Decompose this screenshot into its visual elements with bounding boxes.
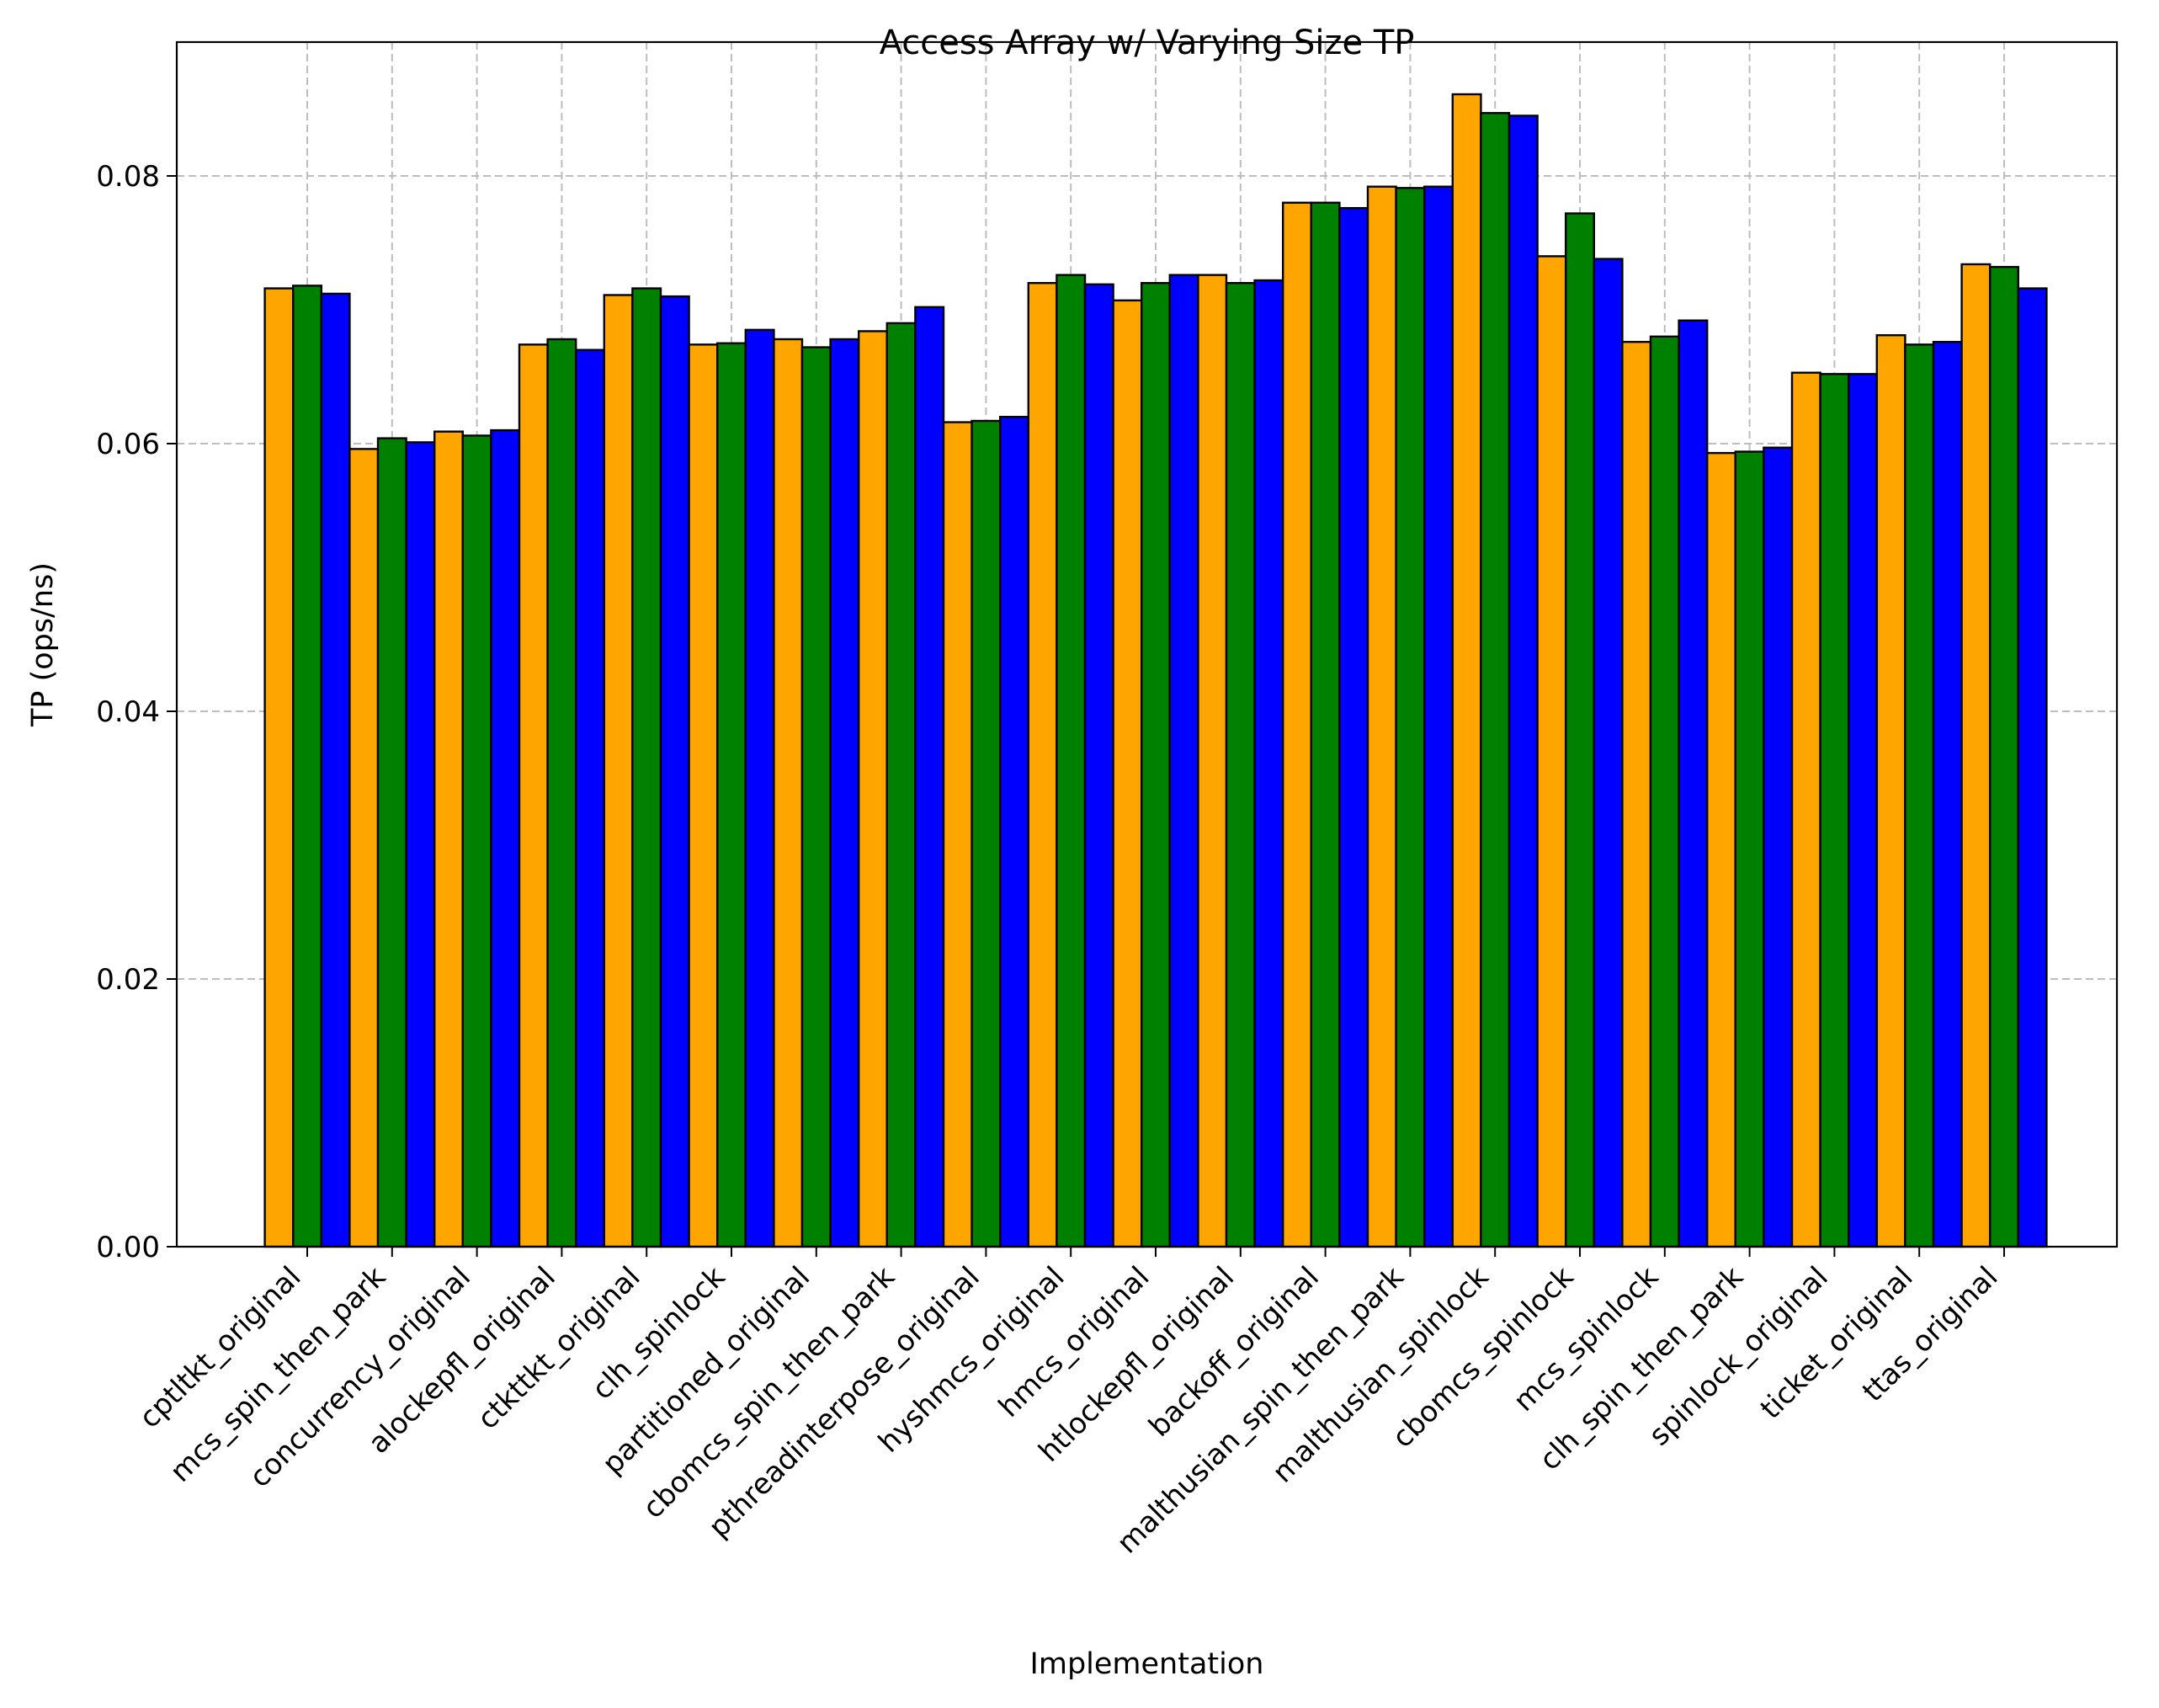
bar <box>348 448 380 1248</box>
bar <box>631 287 662 1248</box>
bar <box>1395 187 1426 1248</box>
bar <box>942 421 973 1248</box>
bar <box>1875 334 1906 1248</box>
bar <box>1763 446 1794 1248</box>
bar <box>970 419 1002 1248</box>
bar <box>914 306 945 1248</box>
y-tick-label: 0.08 <box>96 160 160 194</box>
bar <box>292 285 323 1248</box>
bar <box>263 287 295 1248</box>
bar <box>1056 274 1087 1248</box>
bar <box>1310 201 1341 1248</box>
bar <box>1197 274 1228 1248</box>
bar <box>1678 319 1709 1248</box>
bar <box>1338 206 1369 1248</box>
bar <box>885 322 917 1248</box>
bar <box>1819 373 1850 1248</box>
bar <box>546 338 577 1248</box>
bar <box>1621 340 1652 1248</box>
bar <box>688 343 719 1248</box>
bar <box>490 428 521 1248</box>
x-axis-label: Implementation <box>1030 1647 1264 1681</box>
plot-frame <box>175 40 2119 1248</box>
bar <box>800 346 832 1248</box>
y-tick-label: 0.04 <box>96 695 160 729</box>
y-tick-label: 0.00 <box>96 1231 160 1264</box>
bar <box>659 295 690 1248</box>
bar <box>1225 282 1256 1248</box>
bar <box>1988 265 2019 1248</box>
bar <box>1593 258 1624 1248</box>
bar <box>1366 185 1397 1248</box>
bar <box>744 328 775 1248</box>
bar <box>1649 335 1680 1248</box>
bar <box>1480 112 1511 1248</box>
bar <box>1734 450 1765 1248</box>
y-axis-ticks: 0.00 0.02 0.04 0.06 0.08 <box>96 160 177 1264</box>
bar <box>1168 274 1199 1248</box>
bar <box>1140 282 1171 1248</box>
y-tick-label: 0.06 <box>96 428 160 461</box>
bar <box>1508 114 1539 1248</box>
bar <box>1847 373 1878 1248</box>
bar <box>1083 283 1114 1248</box>
y-axis-label: TP (ops/ns) <box>26 562 60 727</box>
bar <box>1422 185 1454 1248</box>
bar <box>2017 287 2048 1248</box>
bar <box>1564 212 1595 1248</box>
bar <box>1281 201 1312 1248</box>
bar <box>1904 343 1935 1248</box>
bar <box>1253 279 1284 1248</box>
chart-title: Access Array w/ Varying Size TP <box>880 24 1415 62</box>
bar <box>829 338 860 1248</box>
bar <box>1705 451 1736 1248</box>
y-tick-label: 0.02 <box>96 963 160 997</box>
bar <box>858 330 889 1248</box>
bar <box>1790 371 1821 1248</box>
bar <box>1960 263 1991 1248</box>
bar <box>376 437 407 1248</box>
bar <box>716 342 747 1248</box>
bar <box>433 430 465 1248</box>
bar <box>1536 255 1567 1248</box>
bar <box>320 292 351 1248</box>
bars <box>263 93 2048 1248</box>
bar <box>603 294 634 1248</box>
bar <box>773 338 804 1248</box>
bar <box>575 349 606 1248</box>
bar <box>1027 282 1058 1248</box>
bar <box>405 441 436 1248</box>
bar <box>1451 93 1482 1248</box>
bar <box>1932 340 1963 1248</box>
bar <box>1112 299 1143 1248</box>
bar <box>518 343 549 1248</box>
bar <box>998 416 1029 1248</box>
bar <box>461 434 492 1248</box>
